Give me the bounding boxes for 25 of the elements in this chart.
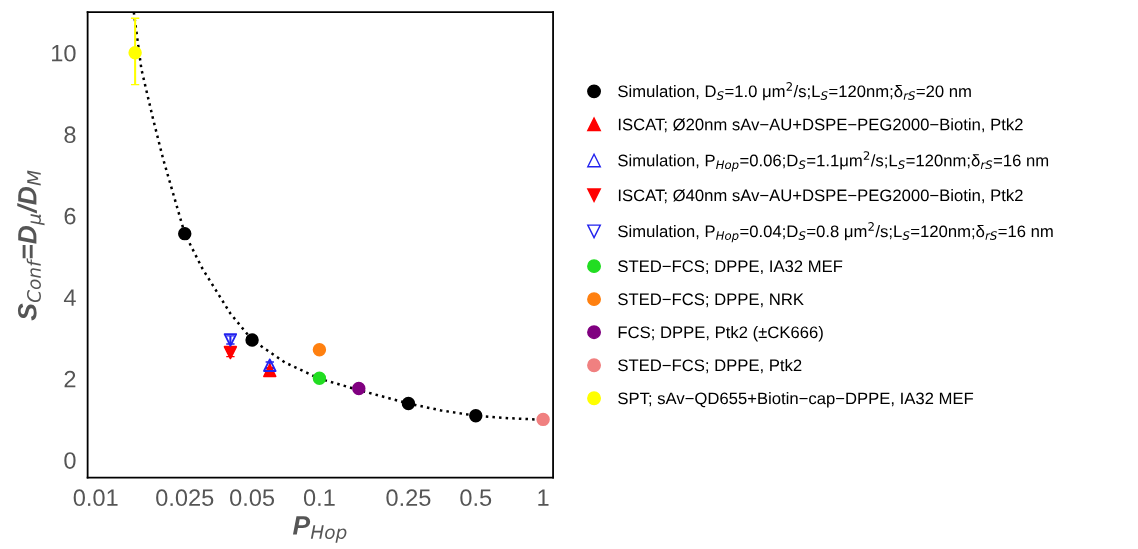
text: Simulation, D$_{S}$=1.0 μm$^{2}$/s;L$_{S}$=120nm;δ$_{rS}$=20 nm (618, 82, 971, 101)
y-axis-title: S$_{Conf}$=D$_{μ}$/D$_{M}$ (17, 170, 45, 321)
text: Simulation, P$_{Hop}$=0.06;D$_{S}$=1.1μm$^{2}$/s;L$_{S}$=120nm;δ$_{rS}$=16 nm (618, 151, 1049, 172)
legend-label: STED−FCS; DPPE, Ptk2 (618, 358, 802, 374)
x-tick-label: 0.025 (156, 489, 214, 507)
y-tick-label: 6 (64, 207, 76, 225)
x-tick-label: 0.05 (230, 489, 275, 507)
legend-label: ISCAT; Ø20nm sAv−AU+DSPE−PEG2000−Biotin, Ptk2 (618, 118, 1023, 133)
x-tick-label: 1 (538, 489, 549, 506)
x-tick-label: 0.1 (303, 489, 335, 507)
x-tick-label: 0.5 (460, 489, 492, 507)
y-tick-label: 10 (52, 44, 76, 62)
legend-label: STED−FCS; DPPE, NRK (618, 293, 804, 308)
text: Simulation, P$_{Hop}$=0.04;D$_{S}$=0.8 μm$^{2}$/s;L$_{S}$=120nm;δ$_{rS}$=16 nm (618, 222, 1053, 243)
legend-label: SPT; sAv−QD655+Biotin−cap−DPPE, IA32 MEF (618, 392, 974, 408)
y-tick-label: 0 (64, 452, 76, 469)
x-tick-label: 0.01 (73, 489, 118, 507)
y-tick-label: 2 (64, 370, 76, 388)
x-tick-label: 0.25 (386, 489, 431, 507)
y-tick-label: 8 (64, 126, 76, 144)
legend-label: STED−FCS; DPPE, IA32 MEF (618, 260, 843, 275)
x-axis-title: P$_{Hop}$ (292, 516, 347, 543)
legend-label: FCS; DPPE, Ptk2 (±CK666) (618, 325, 823, 342)
y-tick-label: 4 (63, 289, 76, 306)
legend-label: ISCAT; Ø40nm sAv−AU+DSPE−PEG2000−Biotin, Ptk2 (618, 189, 1023, 204)
